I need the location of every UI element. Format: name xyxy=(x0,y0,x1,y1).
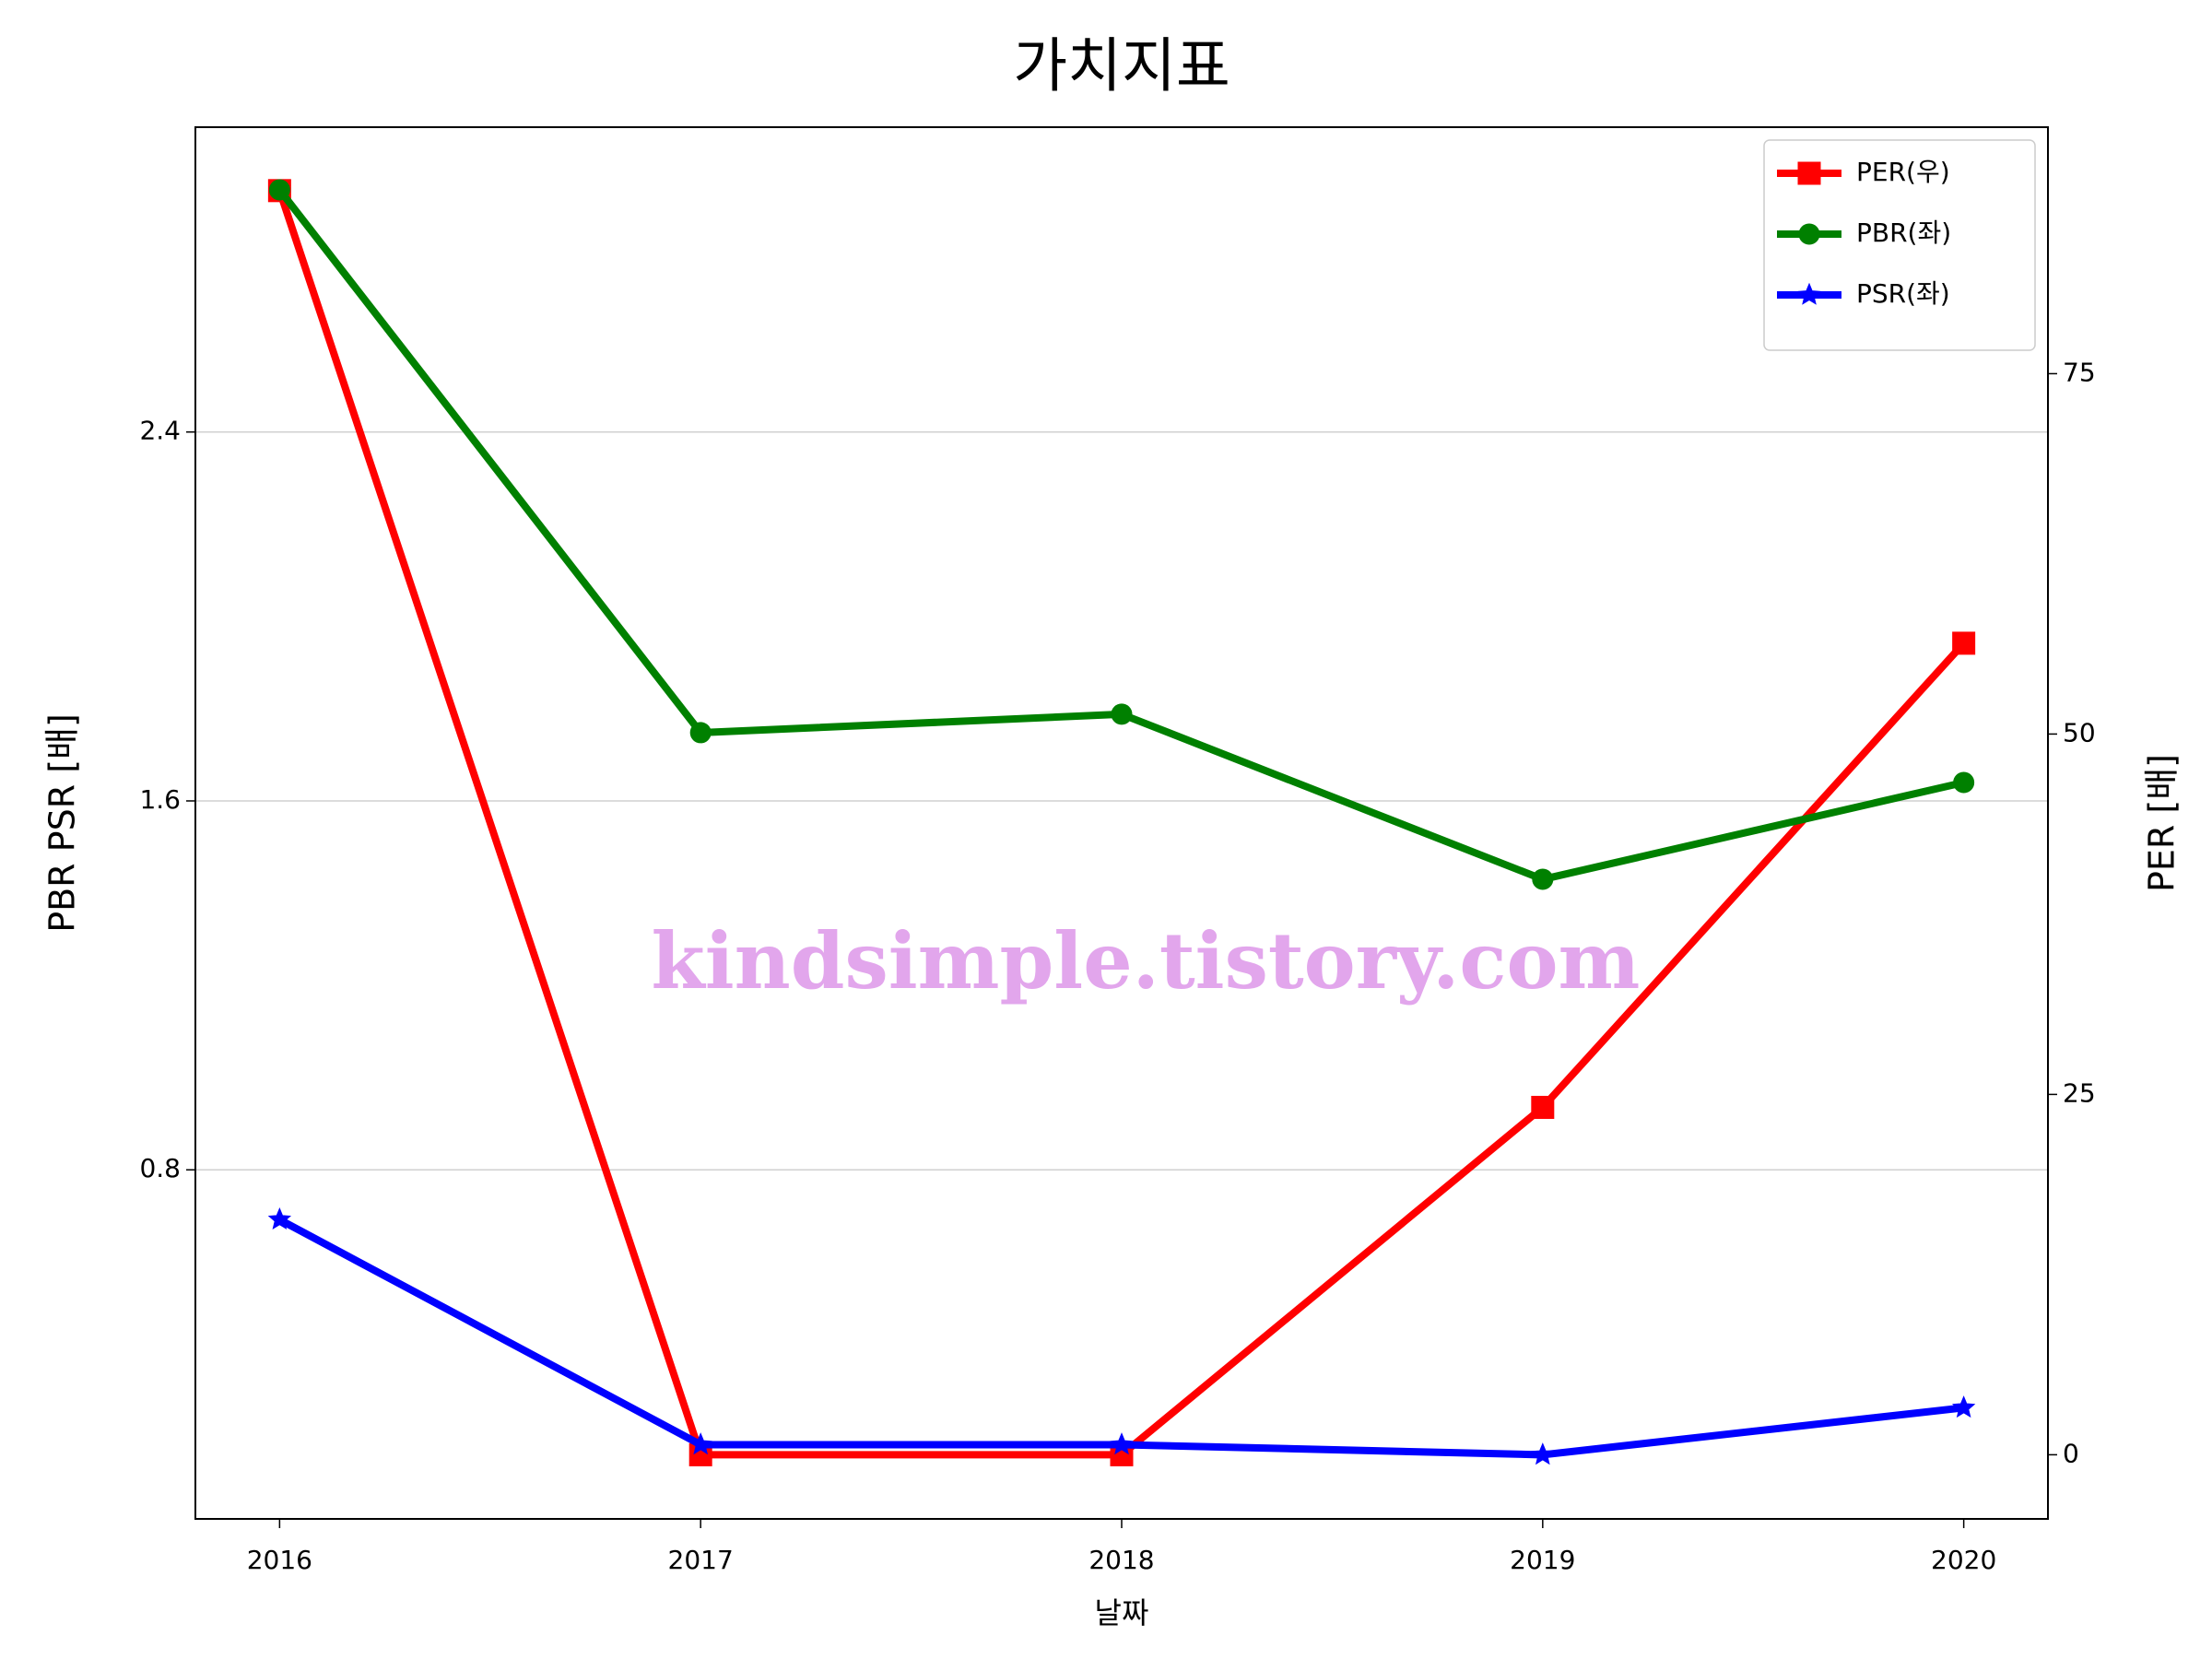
marker xyxy=(1532,868,1554,890)
plot-frame xyxy=(194,126,2049,1520)
y-tick-label: 1.6 xyxy=(139,784,181,815)
y2-tick-label: 75 xyxy=(2063,357,2096,387)
x-axis-label: 날짜 xyxy=(1095,1595,1149,1630)
marker xyxy=(1111,703,1133,725)
marker xyxy=(688,1432,712,1455)
x-tick-label: 2020 xyxy=(1931,1545,1996,1575)
marker xyxy=(1951,1395,1976,1418)
legend-label: PBR(좌) xyxy=(1856,218,1951,248)
marker xyxy=(1110,1432,1134,1455)
legend-label: PER(우) xyxy=(1856,157,1950,187)
marker xyxy=(1797,282,1821,305)
x-tick-label: 2016 xyxy=(247,1545,312,1575)
legend: PER(우) PBR(좌) PSR(좌) xyxy=(1763,139,2036,351)
x-tick-label: 2019 xyxy=(1510,1545,1575,1575)
x-tick-label: 2018 xyxy=(1088,1545,1154,1575)
marker xyxy=(1531,1442,1555,1465)
y-tick-label: 2.4 xyxy=(139,416,181,446)
y2-tick-label: 0 xyxy=(2063,1438,2079,1468)
y-axis-label: PBR PSR [배] xyxy=(42,713,83,933)
marker xyxy=(1953,771,1975,794)
y2-axis-label: PER [배] xyxy=(2142,754,2183,892)
marker xyxy=(1797,161,1821,185)
legend-label: PSR(좌) xyxy=(1856,278,1950,309)
y-tick-label: 0.8 xyxy=(139,1153,181,1183)
marker xyxy=(689,722,712,744)
marker xyxy=(268,179,290,201)
marker xyxy=(1798,223,1820,245)
watermark: kindsimple.tistory.com xyxy=(652,915,1641,1006)
marker xyxy=(1531,1095,1555,1119)
marker xyxy=(267,1206,292,1230)
marker xyxy=(1952,631,1976,655)
chart-title: 가치지표 xyxy=(1013,33,1230,101)
y2-tick-label: 50 xyxy=(2063,717,2096,747)
y2-tick-label: 25 xyxy=(2063,1077,2096,1108)
x-tick-label: 2017 xyxy=(668,1545,734,1575)
